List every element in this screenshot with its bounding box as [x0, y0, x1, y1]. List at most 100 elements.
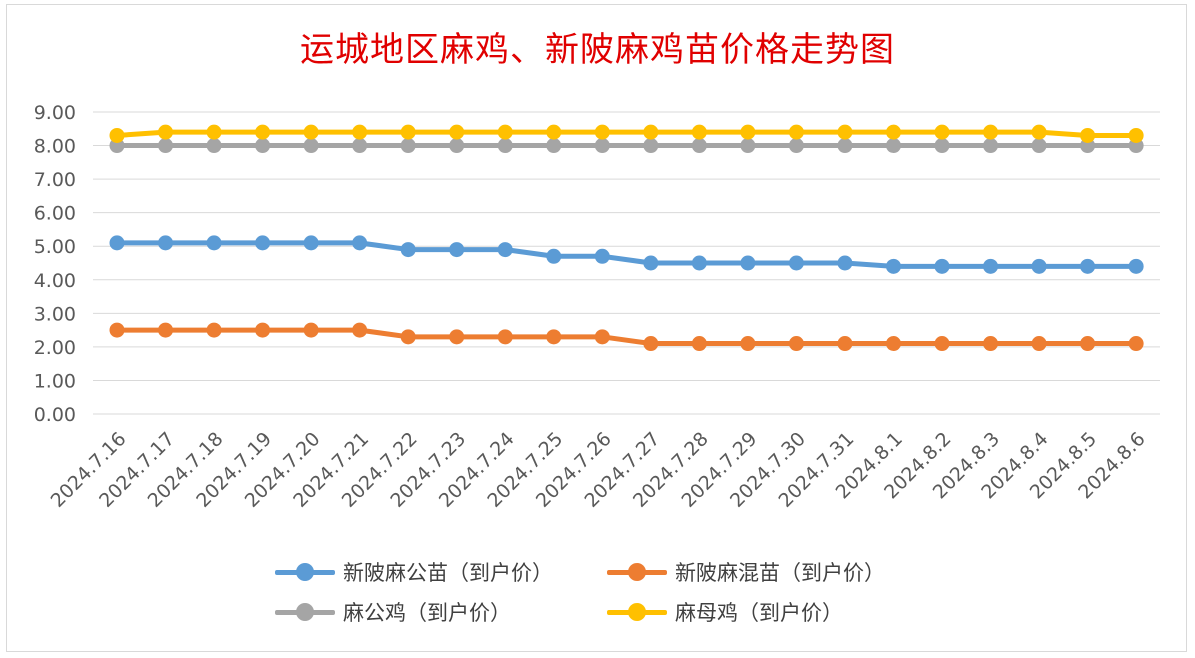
- data-point: [352, 138, 368, 154]
- legend-swatch-3: [607, 602, 667, 621]
- data-point: [546, 248, 562, 264]
- data-point: [788, 124, 804, 140]
- data-point: [837, 124, 853, 140]
- legend-item-series-1: 新陂麻混苗（到户价）: [607, 555, 885, 589]
- data-point: [206, 322, 222, 338]
- data-point: [1128, 336, 1144, 352]
- legend-item-series-2: 麻公鸡（到户价）: [275, 595, 511, 629]
- data-point: [740, 124, 756, 140]
- data-point: [740, 138, 756, 154]
- data-point: [691, 124, 707, 140]
- data-point: [546, 124, 562, 140]
- data-point: [983, 258, 999, 274]
- y-tick-label: 8.00: [34, 136, 76, 158]
- data-point: [206, 235, 222, 251]
- y-tick-label: 7.00: [34, 169, 76, 191]
- chart-title: 运城地区麻鸡、新陂麻鸡苗价格走势图: [300, 30, 895, 70]
- series-line-0: [114, 240, 1139, 269]
- data-point: [643, 138, 659, 154]
- y-tick-label: 6.00: [34, 203, 76, 225]
- data-point: [400, 124, 416, 140]
- data-point: [497, 138, 513, 154]
- series-line-3: [114, 129, 1139, 138]
- data-point: [449, 242, 465, 258]
- data-point: [983, 138, 999, 154]
- data-point: [1080, 336, 1096, 352]
- data-point: [885, 138, 901, 154]
- legend-label-1: 新陂麻混苗（到户价）: [675, 561, 885, 585]
- data-point: [109, 235, 125, 251]
- data-point: [400, 329, 416, 345]
- data-point: [594, 248, 610, 264]
- data-point: [497, 329, 513, 345]
- data-point: [934, 336, 950, 352]
- data-point: [255, 138, 271, 154]
- data-point: [497, 242, 513, 258]
- legend-item-series-3: 麻母鸡（到户价）: [607, 595, 843, 629]
- data-point: [691, 138, 707, 154]
- y-tick-label: 2.00: [34, 337, 76, 359]
- data-point: [546, 329, 562, 345]
- data-point: [109, 127, 125, 143]
- data-point: [643, 255, 659, 271]
- data-point: [546, 138, 562, 154]
- legend-label-3: 麻母鸡（到户价）: [675, 601, 843, 625]
- data-point: [885, 258, 901, 274]
- data-point: [1031, 138, 1047, 154]
- legend-label-2: 麻公鸡（到户价）: [343, 601, 511, 625]
- data-point: [983, 336, 999, 352]
- y-tick-label: 9.00: [34, 102, 76, 124]
- data-point: [352, 235, 368, 251]
- data-point: [788, 255, 804, 271]
- data-point: [449, 329, 465, 345]
- data-point: [1031, 258, 1047, 274]
- data-point: [740, 336, 756, 352]
- y-tick-label: 3.00: [34, 303, 76, 325]
- data-point: [837, 138, 853, 154]
- data-point: [740, 255, 756, 271]
- data-point: [643, 124, 659, 140]
- legend-label-0: 新陂麻公苗（到户价）: [343, 561, 553, 585]
- data-point: [934, 124, 950, 140]
- data-point: [400, 242, 416, 258]
- data-point: [594, 124, 610, 140]
- data-point: [594, 329, 610, 345]
- data-point: [303, 322, 319, 338]
- data-point: [255, 235, 271, 251]
- data-point: [1080, 127, 1096, 143]
- data-point: [1080, 258, 1096, 274]
- data-point: [691, 255, 707, 271]
- data-point: [449, 138, 465, 154]
- data-point: [352, 124, 368, 140]
- data-point: [352, 322, 368, 338]
- y-tick-label: 0.00: [34, 404, 76, 426]
- data-point: [885, 124, 901, 140]
- data-point: [497, 124, 513, 140]
- data-point: [643, 336, 659, 352]
- data-point: [158, 322, 174, 338]
- data-point: [303, 138, 319, 154]
- data-point: [885, 336, 901, 352]
- data-point: [691, 336, 707, 352]
- data-point: [983, 124, 999, 140]
- data-point: [158, 124, 174, 140]
- data-point: [158, 138, 174, 154]
- data-point: [934, 258, 950, 274]
- y-tick-label: 4.00: [34, 270, 76, 292]
- data-point: [1031, 336, 1047, 352]
- legend-swatch-1: [607, 562, 667, 581]
- series-line-1: [114, 327, 1139, 347]
- data-point: [206, 138, 222, 154]
- data-point: [934, 138, 950, 154]
- legend-swatch-2: [275, 602, 335, 621]
- legend-item-series-0: 新陂麻公苗（到户价）: [275, 555, 553, 589]
- data-point: [1128, 258, 1144, 274]
- data-point: [206, 124, 222, 140]
- data-point: [303, 124, 319, 140]
- data-point: [449, 124, 465, 140]
- data-point: [837, 255, 853, 271]
- data-point: [400, 138, 416, 154]
- data-point: [788, 138, 804, 154]
- data-point: [158, 235, 174, 251]
